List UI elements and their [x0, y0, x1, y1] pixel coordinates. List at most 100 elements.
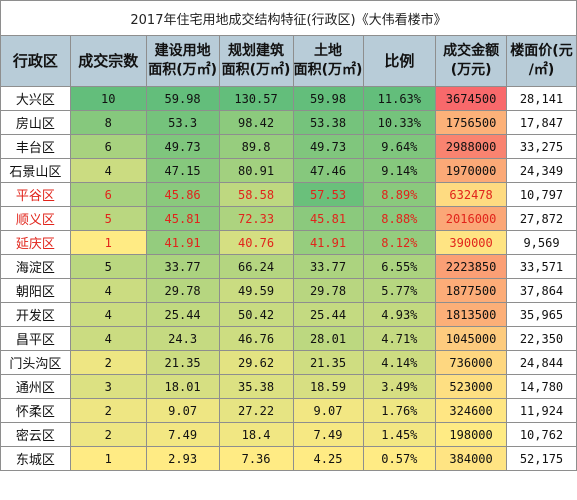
table-row: 大兴区 10 59.98 130.57 59.98 11.63% 3674500 28,141 [0, 86, 577, 111]
cell-district: 密云区 [0, 422, 71, 447]
cell-price: 10,762 [506, 422, 577, 447]
cell-ratio: 5.77% [362, 278, 437, 303]
cell-ratio: 10.33% [362, 110, 437, 135]
cell-ratio: 1.45% [362, 422, 437, 447]
cell-price: 11,924 [506, 398, 577, 423]
cell-district: 通州区 [0, 374, 71, 399]
cell-plan: 98.42 [218, 110, 294, 135]
cell-district: 延庆区 [0, 230, 71, 255]
cell-price: 33,571 [506, 254, 577, 279]
table-body: 大兴区 10 59.98 130.57 59.98 11.63% 3674500 28,141… [0, 86, 577, 471]
cell-land: 18.59 [292, 374, 364, 399]
table-row: 平谷区 6 45.86 58.58 57.53 8.89% 632478 10,797 [0, 182, 577, 207]
cell-plan: 72.33 [218, 206, 294, 231]
table-row: 东城区 1 2.93 7.36 4.25 0.57% 384000 52,175 [0, 446, 577, 471]
cell-price: 14,780 [506, 374, 577, 399]
cell-land: 9.07 [292, 398, 364, 423]
cell-price: 22,350 [506, 326, 577, 351]
cell-amount: 736000 [435, 350, 507, 375]
table-title: 2017年住宅用地成交结构特征(行政区)《大伟看楼市》 [0, 0, 577, 36]
cell-land: 33.77 [292, 254, 364, 279]
header-count-line: 成交宗数 [78, 51, 139, 70]
cell-amount: 3674500 [435, 86, 507, 111]
cell-build: 47.15 [145, 158, 220, 183]
table-row: 昌平区 4 24.3 46.76 28.01 4.71% 1045000 22,350 [0, 326, 577, 351]
cell-count: 10 [69, 86, 147, 111]
table-row: 延庆区 1 41.91 40.76 41.91 8.12% 390000 9,569 [0, 230, 577, 255]
table-row: 顺义区 5 45.81 72.33 45.81 8.88% 2016000 27,872 [0, 206, 577, 231]
cell-price: 37,864 [506, 278, 577, 303]
header-amount: 成交金额 (万元) [435, 35, 507, 87]
table-row: 房山区 8 53.3 98.42 53.38 10.33% 1756500 17,847 [0, 110, 577, 135]
header-plan-area-line: 规划建筑 [228, 43, 285, 59]
cell-count: 4 [69, 326, 147, 351]
cell-count: 3 [69, 374, 147, 399]
cell-land: 21.35 [292, 350, 364, 375]
cell-district: 东城区 [0, 446, 71, 471]
cell-amount: 384000 [435, 446, 507, 471]
cell-build: 29.78 [145, 278, 220, 303]
cell-build: 41.91 [145, 230, 220, 255]
cell-price: 28,141 [506, 86, 577, 111]
header-district-line: 行政区 [12, 51, 58, 70]
cell-build: 2.93 [145, 446, 220, 471]
cell-price: 27,872 [506, 206, 577, 231]
cell-land: 41.91 [292, 230, 364, 255]
cell-price: 52,175 [506, 446, 577, 471]
cell-land: 57.53 [292, 182, 364, 207]
cell-district: 丰台区 [0, 134, 71, 159]
cell-district: 大兴区 [0, 86, 71, 111]
cell-build: 21.35 [145, 350, 220, 375]
table-row: 开发区 4 25.44 50.42 25.44 4.93% 1813500 35,965 [0, 302, 577, 327]
header-plan-area: 规划建筑面积(万㎡) [218, 35, 294, 87]
header-floor-price-line: 楼面价(元 [510, 43, 573, 59]
cell-amount: 1877500 [435, 278, 507, 303]
cell-ratio: 8.88% [362, 206, 437, 231]
cell-build: 7.49 [145, 422, 220, 447]
cell-land: 7.49 [292, 422, 364, 447]
header-district: 行政区 [0, 35, 71, 87]
cell-build: 18.01 [145, 374, 220, 399]
cell-price: 24,349 [506, 158, 577, 183]
cell-district: 昌平区 [0, 326, 71, 351]
cell-ratio: 8.89% [362, 182, 437, 207]
cell-district: 朝阳区 [0, 278, 71, 303]
cell-plan: 40.76 [218, 230, 294, 255]
cell-build: 24.3 [145, 326, 220, 351]
table-row: 海淀区 5 33.77 66.24 33.77 6.55% 2223850 33,571 [0, 254, 577, 279]
cell-land: 59.98 [292, 86, 364, 111]
cell-amount: 2988000 [435, 134, 507, 159]
header-plan-area-line: 面积(万㎡) [221, 62, 291, 78]
cell-amount: 1045000 [435, 326, 507, 351]
cell-plan: 46.76 [218, 326, 294, 351]
cell-district: 怀柔区 [0, 398, 71, 423]
table-row: 朝阳区 4 29.78 49.59 29.78 5.77% 1877500 37,864 [0, 278, 577, 303]
cell-ratio: 4.14% [362, 350, 437, 375]
cell-count: 2 [69, 350, 147, 375]
cell-ratio: 11.63% [362, 86, 437, 111]
cell-count: 5 [69, 206, 147, 231]
cell-district: 开发区 [0, 302, 71, 327]
cell-amount: 632478 [435, 182, 507, 207]
header-count: 成交宗数 [69, 35, 147, 87]
cell-district: 顺义区 [0, 206, 71, 231]
header-amount-line: (万元) [450, 62, 492, 78]
cell-land: 53.38 [292, 110, 364, 135]
header-build-area: 建设用地 面积(万㎡) [145, 35, 220, 87]
header-amount-line: 成交金额 [443, 43, 500, 59]
cell-count: 8 [69, 110, 147, 135]
cell-count: 5 [69, 254, 147, 279]
cell-land: 28.01 [292, 326, 364, 351]
cell-amount: 1813500 [435, 302, 507, 327]
cell-ratio: 4.71% [362, 326, 437, 351]
cell-count: 2 [69, 398, 147, 423]
cell-amount: 2016000 [435, 206, 507, 231]
cell-district: 石景山区 [0, 158, 71, 183]
cell-plan: 49.59 [218, 278, 294, 303]
cell-build: 45.81 [145, 206, 220, 231]
cell-plan: 27.22 [218, 398, 294, 423]
table-row: 门头沟区 2 21.35 29.62 21.35 4.14% 736000 24,844 [0, 350, 577, 375]
cell-count: 4 [69, 158, 147, 183]
cell-count: 2 [69, 422, 147, 447]
